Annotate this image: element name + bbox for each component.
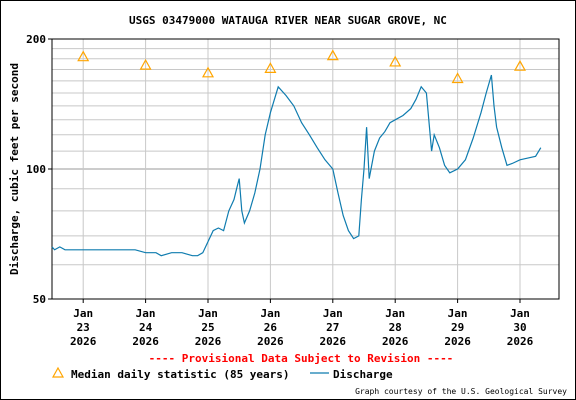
x-tick-label: Jan xyxy=(323,307,343,320)
median-marker xyxy=(201,66,215,78)
provisional-notice: ---- Provisional Data Subject to Revisio… xyxy=(149,352,454,365)
x-tick-label: 2026 xyxy=(132,335,159,348)
x-tick-label: 2026 xyxy=(257,335,284,348)
legend-median-marker xyxy=(51,366,65,378)
median-marker xyxy=(326,49,339,61)
x-tick-label: 26 xyxy=(264,321,278,334)
x-tick-label: 2026 xyxy=(195,335,222,348)
x-tick-label: Jan xyxy=(73,307,93,320)
x-tick-label: Jan xyxy=(136,307,156,320)
median-marker xyxy=(513,59,527,71)
y-tick-label: 200 xyxy=(26,33,46,46)
median-marker xyxy=(264,62,277,73)
x-tick-label: 23 xyxy=(77,321,90,334)
x-tick-label: Jan xyxy=(510,307,530,320)
x-tick-label: Jan xyxy=(198,307,218,320)
credit-text: Graph courtesy of the U.S. Geological Su… xyxy=(355,387,567,396)
x-tick-label: 29 xyxy=(451,321,464,334)
legend-discharge-entry: Discharge xyxy=(310,368,393,381)
median-marker xyxy=(389,55,402,67)
x-tick-label: 2026 xyxy=(382,335,409,348)
x-tick-label: 30 xyxy=(513,321,526,334)
legend-discharge-label: Discharge xyxy=(333,368,393,381)
y-axis-ticks: 50 100 200 xyxy=(26,33,52,306)
x-tick-label: Jan xyxy=(385,307,405,320)
legend-median-entry: Median daily statistic (85 years) xyxy=(51,366,290,381)
x-tick-label: 2026 xyxy=(507,335,534,348)
y-tick-label: 100 xyxy=(26,163,46,176)
median-marker xyxy=(139,58,152,70)
x-tick-label: Jan xyxy=(260,307,280,320)
chart-title: USGS 03479000 WATAUGA RIVER NEAR SUGAR G… xyxy=(129,14,447,27)
series-layer xyxy=(51,49,542,257)
y-tick-label: 50 xyxy=(33,293,46,306)
x-tick-label: 24 xyxy=(139,321,153,334)
x-tick-label: 2026 xyxy=(444,335,471,348)
discharge-line xyxy=(51,74,542,257)
legend: Median daily statistic (85 years) Discha… xyxy=(51,366,393,381)
x-axis-ticks: Jan232026Jan242026Jan252026Jan262026Jan2… xyxy=(70,299,534,348)
x-tick-label: 2026 xyxy=(70,335,97,348)
x-tick-label: 2026 xyxy=(320,335,347,348)
x-tick-label: 28 xyxy=(389,321,402,334)
x-tick-label: Jan xyxy=(448,307,468,320)
y-axis-label: Discharge, cubic feet per second xyxy=(8,63,21,275)
grid xyxy=(52,39,559,299)
x-tick-label: 25 xyxy=(201,321,214,334)
x-tick-label: 27 xyxy=(326,321,339,334)
legend-median-label: Median daily statistic (85 years) xyxy=(71,368,290,381)
median-marker xyxy=(451,72,464,84)
median-marker xyxy=(77,50,90,62)
